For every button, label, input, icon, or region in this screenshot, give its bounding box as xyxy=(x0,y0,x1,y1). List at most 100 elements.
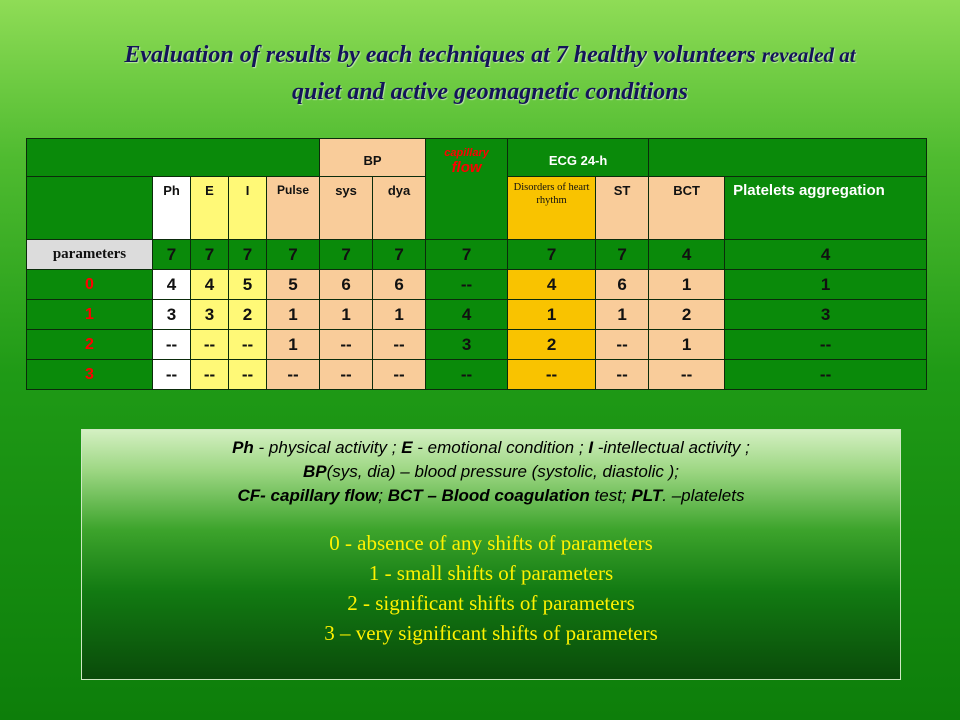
table-cell: -- xyxy=(372,329,427,360)
header-sys: sys xyxy=(319,176,374,240)
abbr-line-3: CF- capillary flow; BCT – Blood coagulat… xyxy=(82,484,900,508)
table-cell: 1 xyxy=(724,269,928,300)
abbr-term: Ph xyxy=(232,438,254,457)
table-cell: -- xyxy=(228,329,267,360)
table-row: parameters 7 7 7 7 7 7 7 7 7 4 4 xyxy=(26,239,928,270)
abbr-text: -intellectual activity ; xyxy=(593,438,750,457)
header-ecg: ECG 24-h xyxy=(507,138,650,177)
table-cell: 2 xyxy=(228,299,267,330)
table-cell: 7 xyxy=(190,239,229,270)
abbr-text: - emotional condition ; xyxy=(412,438,589,457)
code-3: 3 – very significant shifts of parameter… xyxy=(324,621,658,645)
flow-label: flow xyxy=(451,159,482,176)
table-cell: 1 xyxy=(648,269,726,300)
table-cell: 1 xyxy=(507,299,597,330)
table-cell: 6 xyxy=(372,269,427,300)
table-cell: 7 xyxy=(507,239,597,270)
legend-box: Ph - physical activity ; E - emotional c… xyxy=(81,429,901,680)
slide-title: Evaluation of results by each techniques… xyxy=(20,38,960,109)
table-cell: 4 xyxy=(648,239,726,270)
row-label: 0 xyxy=(26,269,153,300)
table-cell: -- xyxy=(425,269,509,300)
header-blank-right xyxy=(648,138,928,177)
table-cell: 1 xyxy=(648,329,726,360)
header-bct: BCT xyxy=(648,176,726,240)
abbr-line-1: Ph - physical activity ; E - emotional c… xyxy=(82,436,900,460)
header-st: ST xyxy=(595,176,650,240)
table-cell: 5 xyxy=(265,269,321,300)
table-cell: 7 xyxy=(319,239,374,270)
table-cell: 1 xyxy=(265,299,321,330)
header-bp: BP xyxy=(319,138,427,177)
abbr-term: CF- capillary flow xyxy=(237,486,379,505)
table-cell: 3 xyxy=(190,299,229,330)
table-cell: -- xyxy=(190,329,229,360)
table-cell: 1 xyxy=(319,299,374,330)
table-cell: 7 xyxy=(152,239,191,270)
table-cell: -- xyxy=(265,359,321,390)
row-label: 2 xyxy=(26,329,153,360)
code-0: 0 - absence of any shifts of parameters xyxy=(329,531,653,555)
row-label: 1 xyxy=(26,299,153,330)
table-cell: 6 xyxy=(595,269,650,300)
table-cell: 6 xyxy=(319,269,374,300)
header-blank-cell xyxy=(25,138,321,177)
title-line-1: Evaluation of results by each techniques… xyxy=(20,38,960,75)
table-cell: 4 xyxy=(507,269,597,300)
table-cell: 7 xyxy=(265,239,321,270)
header-dya: dya xyxy=(372,176,427,240)
table-row: 2 -- -- -- 1 -- -- 3 2 -- 1 -- xyxy=(26,329,928,360)
table-row: 0 4 4 5 5 6 6 -- 4 6 1 1 xyxy=(26,269,928,300)
table-cell: 2 xyxy=(648,299,726,330)
table-row: 3 -- -- -- -- -- -- -- -- -- -- -- xyxy=(26,359,928,390)
abbr-term: BCT – Blood coagulation xyxy=(387,486,590,505)
title-secondary-text: revealed at xyxy=(761,43,856,67)
title-line-2: quiet and active geomagnetic conditions xyxy=(292,79,688,105)
table-cell: -- xyxy=(724,359,928,390)
table-cell: 4 xyxy=(190,269,229,300)
table-cell: -- xyxy=(595,329,650,360)
abbreviations: Ph - physical activity ; E - emotional c… xyxy=(82,436,900,508)
abbr-text: ; xyxy=(378,486,388,505)
header-pulse: Pulse xyxy=(265,176,321,240)
table-cell: 3 xyxy=(724,299,928,330)
abbr-line-2: BP(sys, dia) – blood pressure (systolic,… xyxy=(82,460,900,484)
table-cell: -- xyxy=(152,329,191,360)
results-table: BP capillary flow ECG 24-h Ph E I Pulse … xyxy=(25,138,928,390)
table-cell: 4 xyxy=(152,269,191,300)
table-cell: 7 xyxy=(228,239,267,270)
table-cell: 3 xyxy=(425,329,509,360)
capillary-label: capillary xyxy=(444,147,489,159)
table-cell: 4 xyxy=(425,299,509,330)
table-cell: -- xyxy=(595,359,650,390)
header-disorders: Disorders of heart rhythm xyxy=(507,176,597,240)
header-i: I xyxy=(228,176,267,240)
table-cell: -- xyxy=(724,329,928,360)
table-cell: -- xyxy=(319,329,374,360)
table-cell: 1 xyxy=(265,329,321,360)
table-cell: 7 xyxy=(595,239,650,270)
abbr-term: E xyxy=(401,438,413,457)
header-label-blank xyxy=(26,176,153,240)
header-row-2: Ph E I Pulse sys dya Disorders of heart … xyxy=(26,176,928,240)
code-1: 1 - small shifts of parameters xyxy=(368,561,614,585)
table-cell: -- xyxy=(152,359,191,390)
abbr-term: BP xyxy=(302,462,327,481)
header-capillary-flow: capillary flow xyxy=(425,138,509,240)
row-label: 3 xyxy=(26,359,153,390)
title-main-text: Evaluation of results by each techniques… xyxy=(124,42,762,68)
table-cell: 1 xyxy=(595,299,650,330)
table-cell: 3 xyxy=(152,299,191,330)
abbr-text: test; xyxy=(589,486,632,505)
row-label: parameters xyxy=(26,239,153,270)
shift-codes: 0 - absence of any shifts of parameters … xyxy=(82,528,900,648)
table-cell: 5 xyxy=(228,269,267,300)
header-platelets: Platelets aggregation xyxy=(724,176,928,240)
abbr-text: (sys, dia) – blood pressure (systolic, d… xyxy=(326,462,680,481)
table-cell: 7 xyxy=(372,239,427,270)
abbr-term: PLT xyxy=(631,486,663,505)
table-cell: -- xyxy=(228,359,267,390)
table-cell: -- xyxy=(372,359,427,390)
table-row: 1 3 3 2 1 1 1 4 1 1 2 3 xyxy=(26,299,928,330)
table-cell: -- xyxy=(190,359,229,390)
